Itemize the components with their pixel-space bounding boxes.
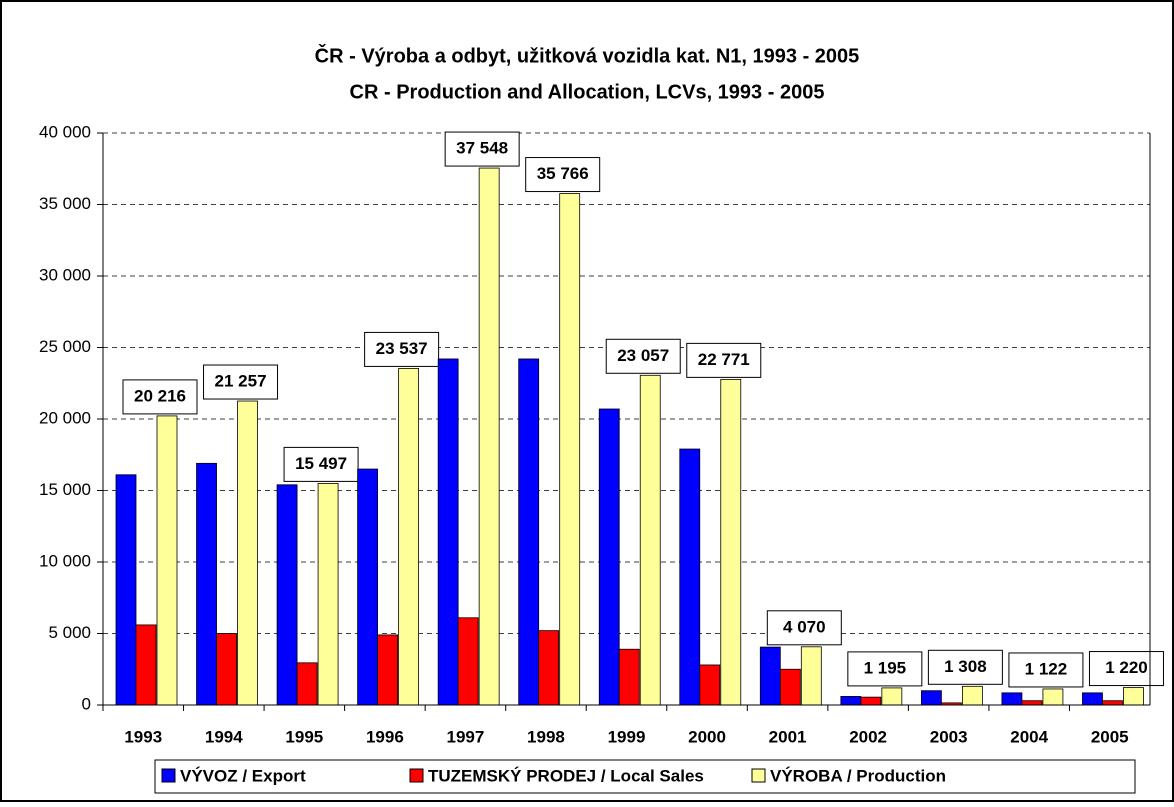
bar xyxy=(961,685,983,706)
y-tick-label: 5 000 xyxy=(48,623,91,642)
chart-title: ČR - Výroba a odbyt, užitková vozidla ka… xyxy=(315,43,860,67)
x-tick-label: 1995 xyxy=(285,727,323,746)
y-tick-label: 35 000 xyxy=(39,194,91,213)
bar xyxy=(156,415,178,706)
chart-subtitle: CR - Production and Allocation, LCVs, 19… xyxy=(350,81,825,103)
bar xyxy=(699,664,721,706)
data-label-box xyxy=(847,651,923,687)
data-label-box xyxy=(686,342,762,378)
data-label: 20 216 xyxy=(134,386,186,405)
data-label: 1 308 xyxy=(944,657,987,676)
x-tick-label: 2001 xyxy=(769,727,807,746)
legend-label: VÝVOZ / Export xyxy=(180,766,306,785)
bar xyxy=(478,167,500,706)
bar xyxy=(1082,692,1103,706)
data-label-box xyxy=(927,649,1003,685)
data-label-box xyxy=(122,379,198,415)
x-tick-label: 2000 xyxy=(688,727,726,746)
data-label-box xyxy=(444,131,520,167)
y-tick-label: 30 000 xyxy=(39,265,91,284)
x-tick-label: 1996 xyxy=(366,727,404,746)
legend-swatch xyxy=(161,768,176,783)
bar xyxy=(860,696,882,706)
bar xyxy=(398,368,420,706)
bar xyxy=(639,374,661,706)
data-label: 4 070 xyxy=(783,617,826,636)
bar xyxy=(598,408,620,706)
data-label: 1 122 xyxy=(1025,659,1068,678)
data-label: 21 257 xyxy=(215,372,267,391)
bar xyxy=(679,448,701,706)
bar xyxy=(881,687,903,706)
bar xyxy=(216,633,237,706)
data-label-box xyxy=(364,331,440,367)
bar xyxy=(237,400,258,706)
legend-label: VÝROBA / Production xyxy=(770,766,946,785)
data-label-box xyxy=(605,338,681,374)
y-tick-label: 40 000 xyxy=(39,122,91,141)
x-tick-label: 2005 xyxy=(1091,727,1129,746)
data-label-box xyxy=(766,610,842,646)
x-tick-label: 1994 xyxy=(205,727,243,746)
bar xyxy=(276,484,298,706)
bar xyxy=(759,646,781,706)
bar xyxy=(559,193,581,706)
bar xyxy=(720,378,742,706)
bar xyxy=(920,690,942,706)
data-label-box xyxy=(283,446,359,482)
y-tick-label: 20 000 xyxy=(39,408,91,427)
data-label: 1 195 xyxy=(864,658,907,677)
y-tick-label: 0 xyxy=(82,694,91,713)
legend-swatch xyxy=(751,768,766,783)
bar xyxy=(1123,687,1144,706)
y-tick-label: 15 000 xyxy=(39,480,91,499)
x-tick-label: 1993 xyxy=(124,727,162,746)
data-label-box xyxy=(203,364,279,400)
data-label: 1 220 xyxy=(1105,658,1148,677)
y-tick-label: 10 000 xyxy=(39,551,91,570)
data-label: 22 771 xyxy=(698,350,750,369)
bar xyxy=(1042,688,1064,706)
legend xyxy=(154,759,1136,794)
x-tick-label: 1997 xyxy=(447,727,485,746)
bar xyxy=(840,696,862,706)
bar xyxy=(1001,692,1023,706)
bar xyxy=(518,358,540,706)
x-tick-label: 2002 xyxy=(849,727,887,746)
bar xyxy=(296,662,318,706)
bar xyxy=(135,624,157,706)
data-label: 15 497 xyxy=(295,454,347,473)
legend-label: TUZEMSKÝ PRODEJ / Local Sales xyxy=(428,766,704,785)
x-tick-label: 1998 xyxy=(527,727,565,746)
x-tick-label: 2004 xyxy=(1010,727,1048,746)
bar xyxy=(196,462,217,706)
data-label: 23 537 xyxy=(376,339,428,358)
data-label-box xyxy=(525,157,601,193)
bar xyxy=(377,634,399,706)
data-label: 23 057 xyxy=(617,346,669,365)
data-label: 37 548 xyxy=(456,139,508,158)
bar xyxy=(1021,700,1043,706)
x-tick-label: 2003 xyxy=(930,727,968,746)
bar xyxy=(800,646,822,706)
bar xyxy=(437,358,459,706)
bar xyxy=(317,482,339,706)
bar xyxy=(618,648,640,706)
bar xyxy=(457,617,479,706)
bar xyxy=(115,474,137,706)
y-tick-label: 25 000 xyxy=(39,337,91,356)
data-label-box xyxy=(1008,652,1084,688)
data-label-box xyxy=(1088,651,1164,687)
bar xyxy=(779,668,801,706)
bar xyxy=(1102,700,1123,706)
bar xyxy=(538,630,560,706)
bar xyxy=(357,468,379,706)
legend-swatch xyxy=(409,768,424,783)
data-label: 35 766 xyxy=(537,164,589,183)
x-tick-label: 1999 xyxy=(608,727,646,746)
